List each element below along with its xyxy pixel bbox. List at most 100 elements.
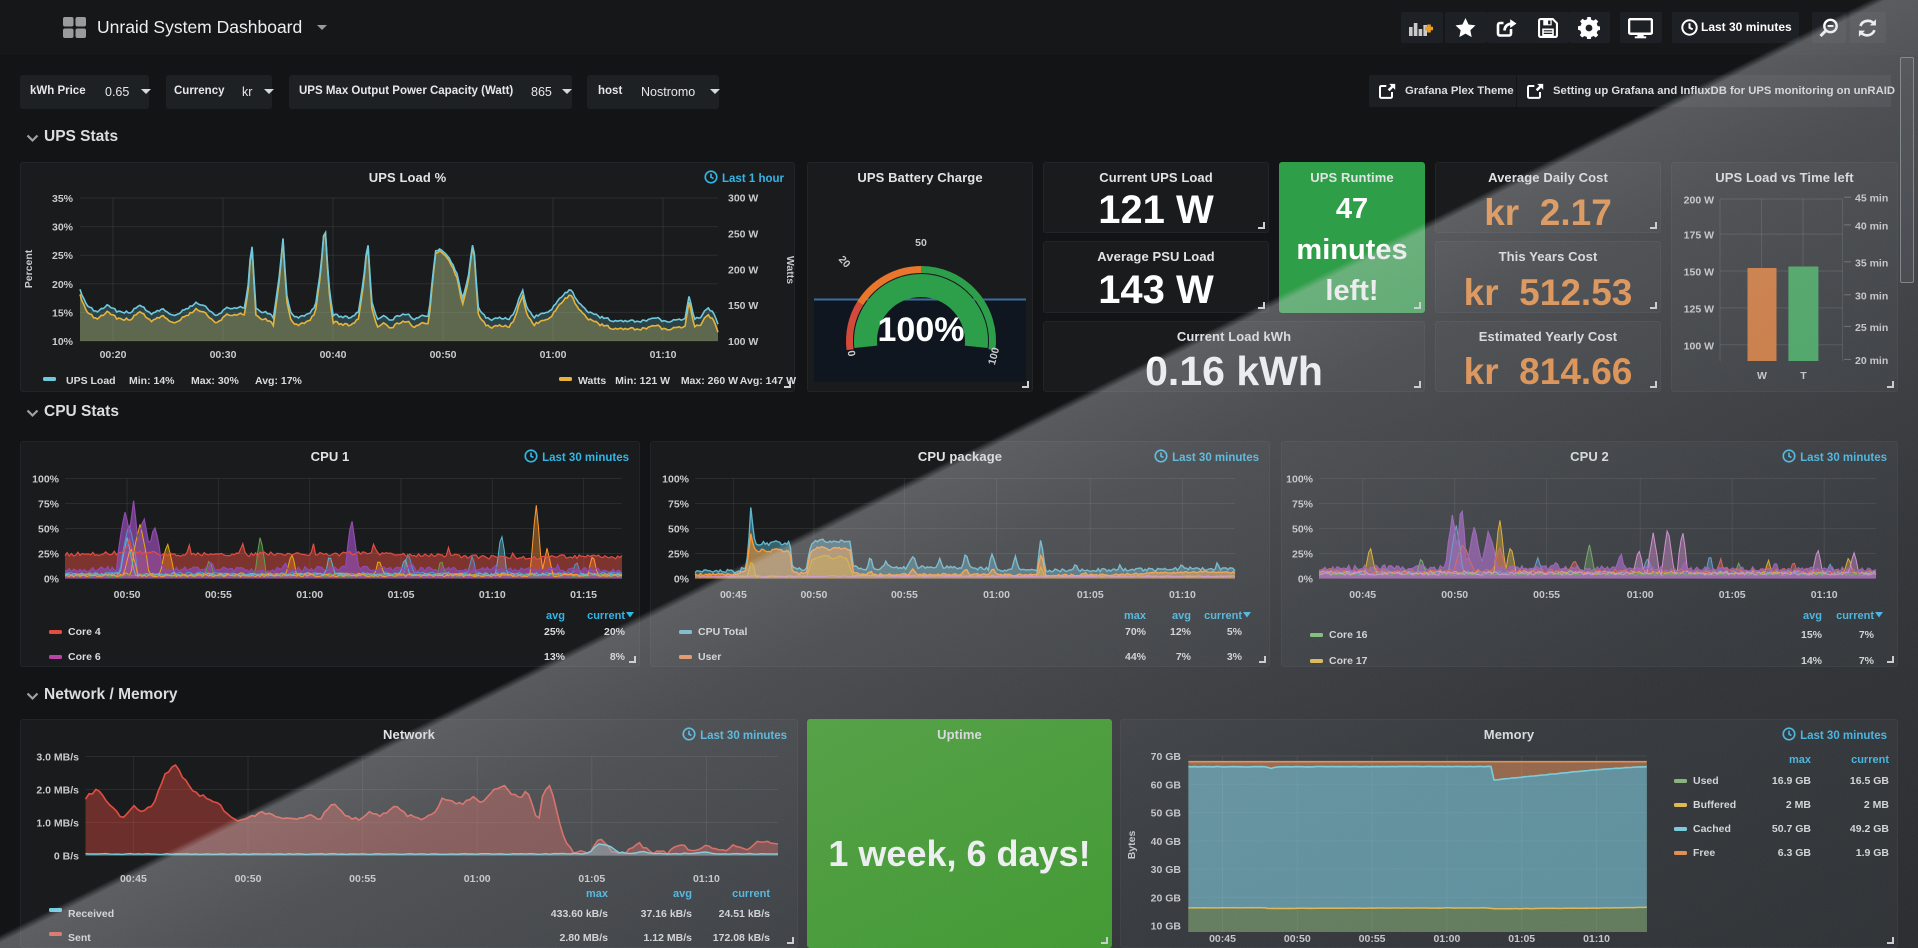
svg-text:01:00: 01:00 [464,873,491,885]
svg-text:25%: 25% [668,549,690,561]
svg-text:01:15: 01:15 [570,589,597,601]
svg-text:100%: 100% [32,474,60,486]
svg-text:100%: 100% [662,474,690,486]
svg-text:01:05: 01:05 [1719,589,1746,601]
svg-text:20 min: 20 min [1855,355,1888,367]
svg-text:0%: 0% [674,574,690,586]
svg-text:50%: 50% [38,524,60,536]
svg-text:20%: 20% [52,279,74,291]
svg-text:max: max [1789,754,1812,766]
svg-text:1.0 MB/s: 1.0 MB/s [36,818,79,830]
svg-text:UPS Load: UPS Load [66,375,116,387]
svg-text:avg: avg [1803,610,1822,622]
svg-text:50%: 50% [1292,524,1314,536]
svg-text:00:55: 00:55 [891,589,918,601]
svg-text:13%: 13% [544,651,566,663]
svg-text:01:05: 01:05 [578,873,605,885]
svg-text:15%: 15% [1801,629,1823,641]
svg-text:01:10: 01:10 [1583,933,1610,945]
svg-text:100 W: 100 W [1684,340,1714,352]
svg-text:01:10: 01:10 [650,349,677,361]
svg-text:Core 6: Core 6 [68,651,101,663]
svg-text:12%: 12% [1170,626,1192,638]
svg-text:00:45: 00:45 [1349,589,1376,601]
svg-text:60 GB: 60 GB [1151,779,1182,791]
svg-text:3.0 MB/s: 3.0 MB/s [36,752,79,764]
svg-text:0%: 0% [1298,574,1314,586]
svg-text:25%: 25% [544,626,566,638]
svg-text:Used: Used [1693,775,1719,787]
svg-text:01:00: 01:00 [1433,933,1460,945]
svg-text:25 min: 25 min [1855,322,1888,334]
svg-text:70%: 70% [1125,626,1147,638]
svg-text:45 min: 45 min [1855,193,1888,205]
svg-text:Bytes: Bytes [1126,831,1138,860]
svg-text:44%: 44% [1125,651,1147,663]
svg-text:max: max [586,888,609,900]
svg-text:75%: 75% [668,499,690,511]
svg-text:100%: 100% [878,311,965,349]
svg-text:40 GB: 40 GB [1151,836,1182,848]
svg-text:37.16 kB/s: 37.16 kB/s [641,908,693,920]
svg-text:10%: 10% [52,336,74,348]
svg-text:Min: 14%: Min: 14% [129,375,175,387]
svg-text:172.08 kB/s: 172.08 kB/s [713,932,770,944]
svg-text:avg: avg [1172,610,1191,622]
svg-text:current: current [732,888,770,900]
svg-text:35 min: 35 min [1855,257,1888,269]
svg-text:00:30: 00:30 [210,349,237,361]
svg-text:00:45: 00:45 [1209,933,1236,945]
svg-text:25%: 25% [1292,549,1314,561]
svg-text:75%: 75% [1292,499,1314,511]
svg-text:current: current [1836,610,1874,622]
svg-text:100 W: 100 W [728,336,758,348]
svg-text:01:00: 01:00 [540,349,567,361]
svg-text:Max: 260 W: Max: 260 W [681,375,738,387]
svg-text:5%: 5% [1227,626,1243,638]
svg-text:300 W: 300 W [728,193,758,205]
svg-text:30 GB: 30 GB [1151,864,1182,876]
svg-text:0 B/s: 0 B/s [54,851,79,863]
svg-text:2 MB: 2 MB [1786,799,1812,811]
svg-text:30%: 30% [52,222,74,234]
svg-text:40 min: 40 min [1855,220,1888,232]
svg-text:01:05: 01:05 [1077,589,1104,601]
svg-text:7%: 7% [1176,651,1192,663]
svg-text:24.51 kB/s: 24.51 kB/s [719,908,771,920]
svg-text:75%: 75% [38,499,60,511]
svg-text:00:55: 00:55 [1533,589,1560,601]
svg-text:2.80 MB/s: 2.80 MB/s [560,932,609,944]
svg-text:3%: 3% [1227,651,1243,663]
svg-text:Min: 121 W: Min: 121 W [615,375,670,387]
svg-text:14%: 14% [1801,655,1823,667]
svg-text:Received: Received [68,908,114,920]
svg-text:W: W [1757,370,1767,382]
svg-text:20: 20 [836,254,853,271]
svg-text:8%: 8% [610,651,626,663]
svg-text:00:20: 00:20 [100,349,127,361]
svg-text:20 GB: 20 GB [1151,892,1182,904]
svg-text:Sent: Sent [68,932,91,944]
svg-text:433.60 kB/s: 433.60 kB/s [551,908,608,920]
svg-text:Buffered: Buffered [1693,799,1736,811]
svg-text:current: current [1851,754,1889,766]
svg-text:00:55: 00:55 [349,873,376,885]
svg-text:00:40: 00:40 [320,349,347,361]
svg-text:Free: Free [1693,847,1715,859]
svg-text:Core 17: Core 17 [1329,655,1368,667]
svg-text:70 GB: 70 GB [1151,751,1182,763]
svg-text:Watts: Watts [784,256,796,284]
svg-text:2.0 MB/s: 2.0 MB/s [36,785,79,797]
svg-text:00:50: 00:50 [235,873,262,885]
svg-text:16.5 GB: 16.5 GB [1850,775,1890,787]
svg-text:00:50: 00:50 [430,349,457,361]
svg-text:00:50: 00:50 [1284,933,1311,945]
svg-text:50 GB: 50 GB [1151,808,1182,820]
svg-text:100%: 100% [1286,474,1314,486]
svg-text:150 W: 150 W [728,300,758,312]
svg-text:01:05: 01:05 [388,589,415,601]
svg-text:avg: avg [546,610,565,622]
svg-text:1.12 MB/s: 1.12 MB/s [644,932,693,944]
svg-text:00:55: 00:55 [205,589,232,601]
svg-text:00:50: 00:50 [800,589,827,601]
